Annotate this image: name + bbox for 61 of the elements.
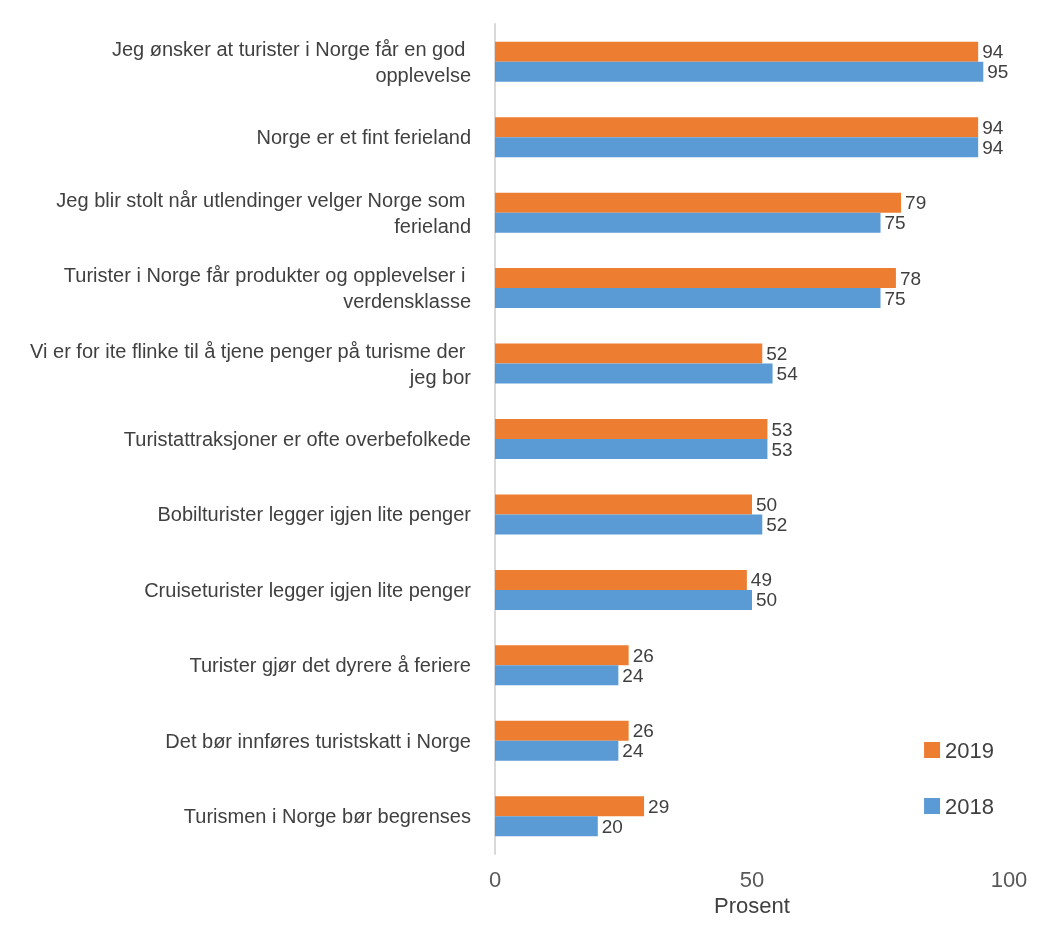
bar bbox=[495, 740, 619, 761]
bar bbox=[495, 514, 763, 535]
bar bbox=[495, 343, 763, 364]
data-label: 52 bbox=[766, 343, 788, 365]
y-tick-label: Vi er for ite flinke til å tjene penger på turisme der jeg bor bbox=[30, 339, 472, 388]
bar bbox=[495, 192, 902, 213]
data-label: 24 bbox=[622, 664, 644, 686]
bar bbox=[495, 589, 752, 610]
bar bbox=[495, 41, 979, 62]
x-axis-title: Prosent bbox=[714, 893, 790, 919]
y-tick-label: Norge er et fint ferieland bbox=[256, 126, 471, 149]
y-tick-label: Cruiseturister legger igjen lite penger bbox=[144, 578, 472, 601]
bar bbox=[495, 117, 979, 138]
data-label: 94 bbox=[982, 41, 1004, 63]
legend-label: 2019 bbox=[945, 737, 995, 763]
bar bbox=[495, 61, 984, 82]
data-label: 95 bbox=[987, 61, 1009, 83]
bar bbox=[495, 363, 773, 384]
data-label: 50 bbox=[756, 589, 778, 611]
data-label: 29 bbox=[648, 795, 670, 817]
y-tick-label: Det bør innføres turistskatt i Norge bbox=[165, 729, 471, 752]
data-label: 26 bbox=[632, 720, 654, 742]
y-tick-label: Turister i Norge får produkter og opplevelser i verdensklasse bbox=[63, 264, 471, 313]
bar bbox=[495, 439, 768, 459]
data-label: 53 bbox=[771, 438, 793, 460]
data-label: 75 bbox=[884, 287, 906, 309]
x-tick-label: 100 bbox=[990, 866, 1028, 892]
y-tick-label: Turistattraksjoner er ofte overbefolkede bbox=[123, 428, 471, 450]
data-label: 49 bbox=[750, 569, 772, 591]
data-label: 94 bbox=[982, 136, 1004, 158]
y-tick-label: Jeg ønsker at turister i Norge får en god opplevelse bbox=[111, 37, 471, 86]
data-label: 24 bbox=[622, 740, 644, 762]
bar bbox=[495, 720, 629, 741]
bar bbox=[495, 212, 881, 233]
data-label: 52 bbox=[766, 513, 788, 535]
data-label: 75 bbox=[884, 212, 906, 234]
bar bbox=[495, 288, 881, 309]
data-label: 54 bbox=[776, 363, 799, 385]
data-label: 26 bbox=[632, 644, 654, 666]
bar bbox=[495, 816, 598, 837]
y-tick-label: Turismen i Norge bør begrenses bbox=[183, 805, 471, 828]
data-label: 79 bbox=[905, 192, 927, 214]
data-label: 78 bbox=[899, 267, 922, 289]
y-tick-label: Jeg blir stolt når utlendinger velger Norge som ferieland bbox=[56, 188, 471, 237]
y-tick-label: Bobilturister legger igjen lite penger bbox=[157, 503, 472, 526]
data-label: 50 bbox=[756, 493, 778, 515]
y-tick-label: Turister gjør det dyrere å feriere bbox=[189, 654, 471, 677]
bar bbox=[495, 137, 979, 158]
x-tick-label: 0 bbox=[488, 866, 502, 892]
data-label: 20 bbox=[601, 815, 623, 837]
bar bbox=[495, 569, 747, 590]
bar bbox=[495, 494, 752, 515]
legend-label: 2018 bbox=[945, 793, 995, 819]
x-tick-label: 50 bbox=[739, 866, 765, 892]
data-label: 94 bbox=[982, 116, 1004, 138]
data-label: 53 bbox=[771, 418, 793, 440]
bar bbox=[495, 665, 619, 686]
bar bbox=[495, 645, 629, 666]
bar bbox=[495, 796, 645, 817]
bar bbox=[495, 419, 768, 439]
bar bbox=[495, 268, 896, 289]
